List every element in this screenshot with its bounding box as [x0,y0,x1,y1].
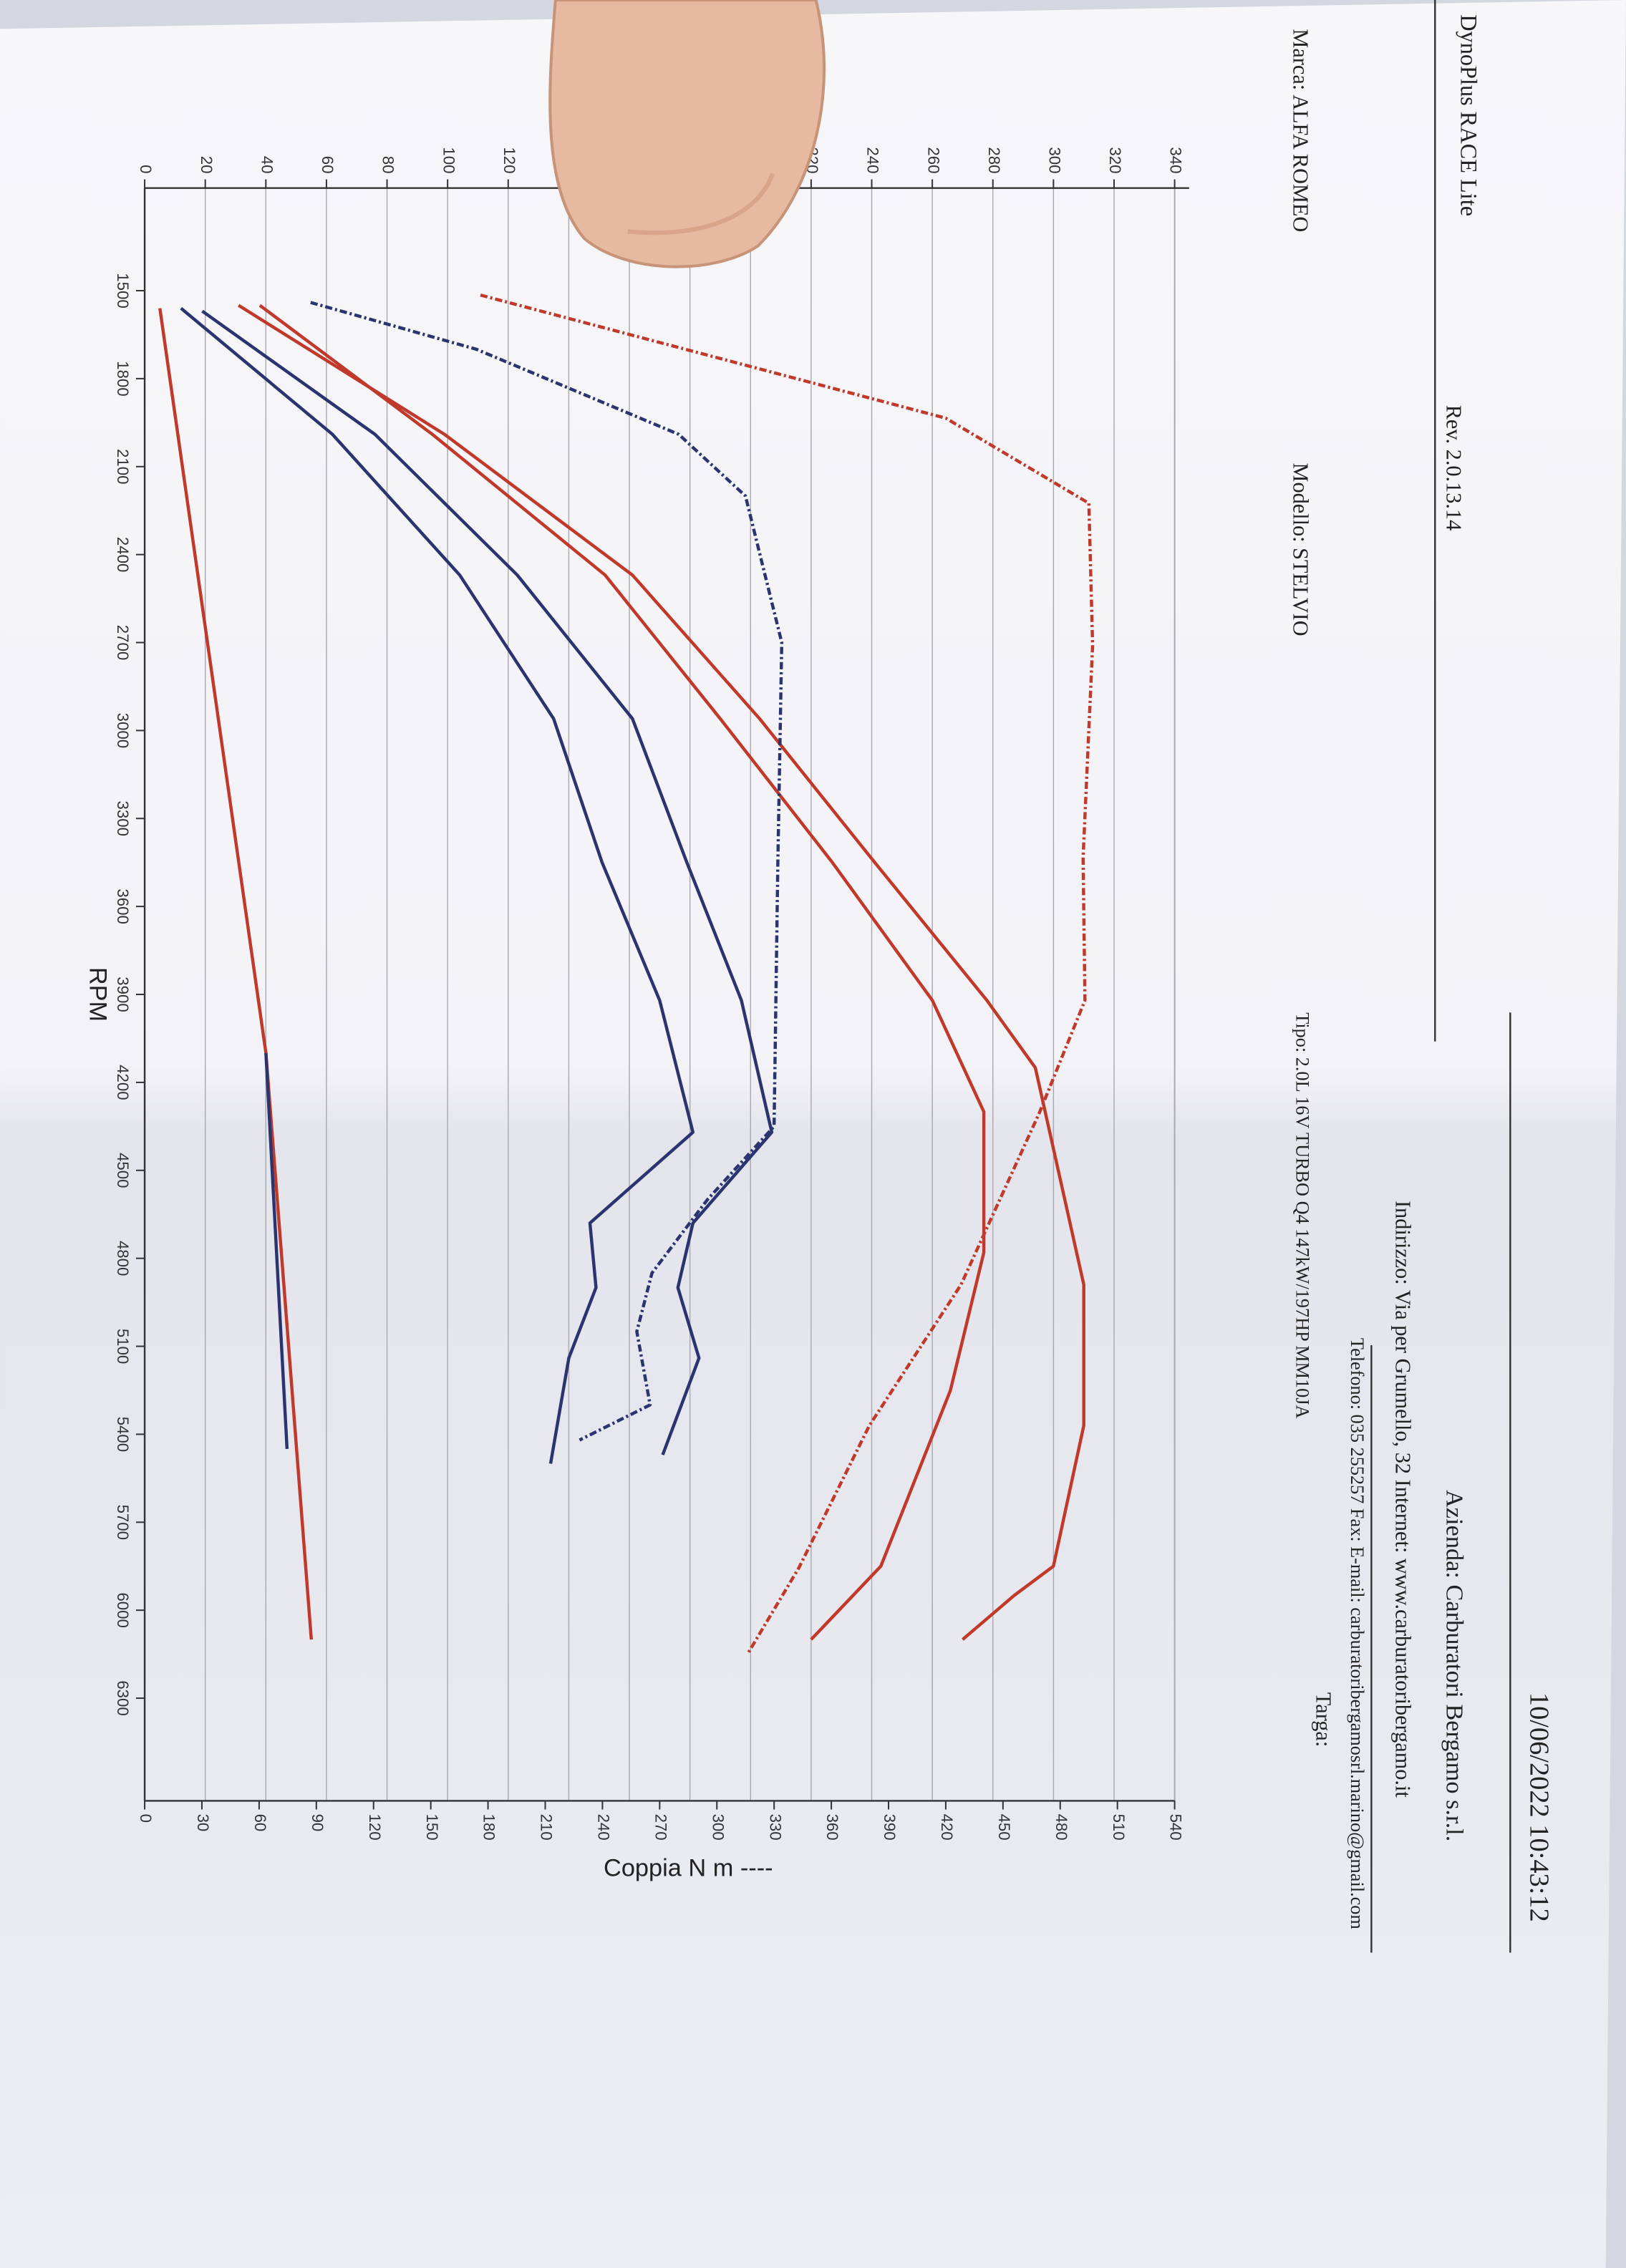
y2-tick-label: 210 [538,1814,556,1841]
y2-tick-label: 240 [595,1814,613,1841]
company: Azienda: Carburatori Bergamo s.r.l. [1441,1490,1468,1841]
datetime: 10/06/2022 10:43:12 [1524,1692,1554,1922]
y2-tick-label: 300 [709,1814,727,1841]
power-line [238,304,1085,1641]
y-tick-label: 40 [258,156,276,174]
y-tick-label: 340 [1167,147,1185,173]
x-tick-label: 1800 [114,361,132,396]
y2-axis-label: Coppia N m ---- [604,1854,773,1881]
x-tick-label: 1500 [114,273,132,308]
power-line [264,1052,289,1449]
y-tick-label: 240 [864,147,882,173]
torque-line [310,301,784,1442]
x-tick-label: 6300 [114,1680,132,1715]
y2-tick-label: 270 [652,1814,669,1841]
power-line [180,306,695,1464]
y-tick-label: 260 [924,147,942,173]
x-tick-label: 4200 [114,1065,132,1100]
x-tick-label: 2400 [114,537,132,572]
revision: Rev. 2.0.13.14 [1441,405,1466,531]
torque-line [480,294,1095,1655]
y2-tick-label: 330 [766,1814,784,1841]
y-tick-label: 0 [137,165,155,173]
x-tick-label: 3900 [114,976,132,1012]
x-tick-label: 6000 [114,1592,132,1627]
y2-tick-label: 150 [423,1814,441,1841]
x-tick-label: 4800 [114,1241,132,1276]
x-tick-label: 5700 [114,1505,132,1540]
power-line [201,309,774,1455]
software: DynoPlus RACE Lite [1456,14,1482,216]
x-tick-label: 3000 [114,713,132,748]
y2-tick-label: 510 [1110,1814,1128,1841]
y2-tick-label: 90 [309,1814,326,1832]
model: Modello: STELVIO [1288,463,1312,636]
y2-tick-label: 30 [194,1814,212,1832]
y2-tick-label: 390 [881,1814,899,1841]
contacts: Telefono: 035 255257 Fax: E-mail: carbur… [1347,1338,1368,1929]
y2-tick-label: 60 [251,1814,269,1832]
type: Tipo: 2.0L 16V TURBO Q4 147kW/197HP MM10… [1292,1012,1312,1418]
x-tick-label: 5100 [114,1329,132,1364]
x-tick-label: 3600 [114,888,132,924]
y2-tick-label: 0 [137,1814,155,1823]
y-tick-label: 300 [1045,147,1063,173]
x-tick-label: 4500 [114,1153,132,1188]
y-tick-label: 320 [1106,147,1124,173]
y2-tick-label: 540 [1167,1814,1185,1841]
printout: DynoPlus RACE Lite Rev. 2.0.13.14 10/06/… [84,0,1554,1953]
y-tick-label: 80 [379,156,397,174]
y-tick-label: 120 [500,147,518,173]
address: Indirizzo: Via per Grumello, 32 Internet… [1391,1201,1416,1798]
x-tick-label: 2100 [114,449,132,484]
x-tick-label: 2700 [114,625,132,660]
y-tick-label: 280 [985,147,1003,173]
x-tick-label: 5400 [114,1417,132,1452]
plate: Targa: [1312,1692,1336,1747]
y-tick-label: 60 [319,156,337,174]
y2-tick-label: 360 [823,1814,841,1841]
y-tick-label: 20 [198,156,216,174]
y2-tick-label: 450 [995,1814,1013,1841]
y2-tick-label: 180 [480,1814,498,1841]
thumbnail [627,173,775,236]
x-axis-label: RPM [84,967,111,1022]
x-tick-label: 3300 [114,801,132,836]
y-tick-label: 100 [440,147,458,173]
make: Marca: ALFA ROMEO [1288,29,1312,232]
y2-tick-label: 420 [938,1814,956,1841]
power-line [258,304,986,1641]
y2-tick-label: 480 [1052,1814,1070,1841]
y2-tick-label: 120 [366,1814,384,1841]
